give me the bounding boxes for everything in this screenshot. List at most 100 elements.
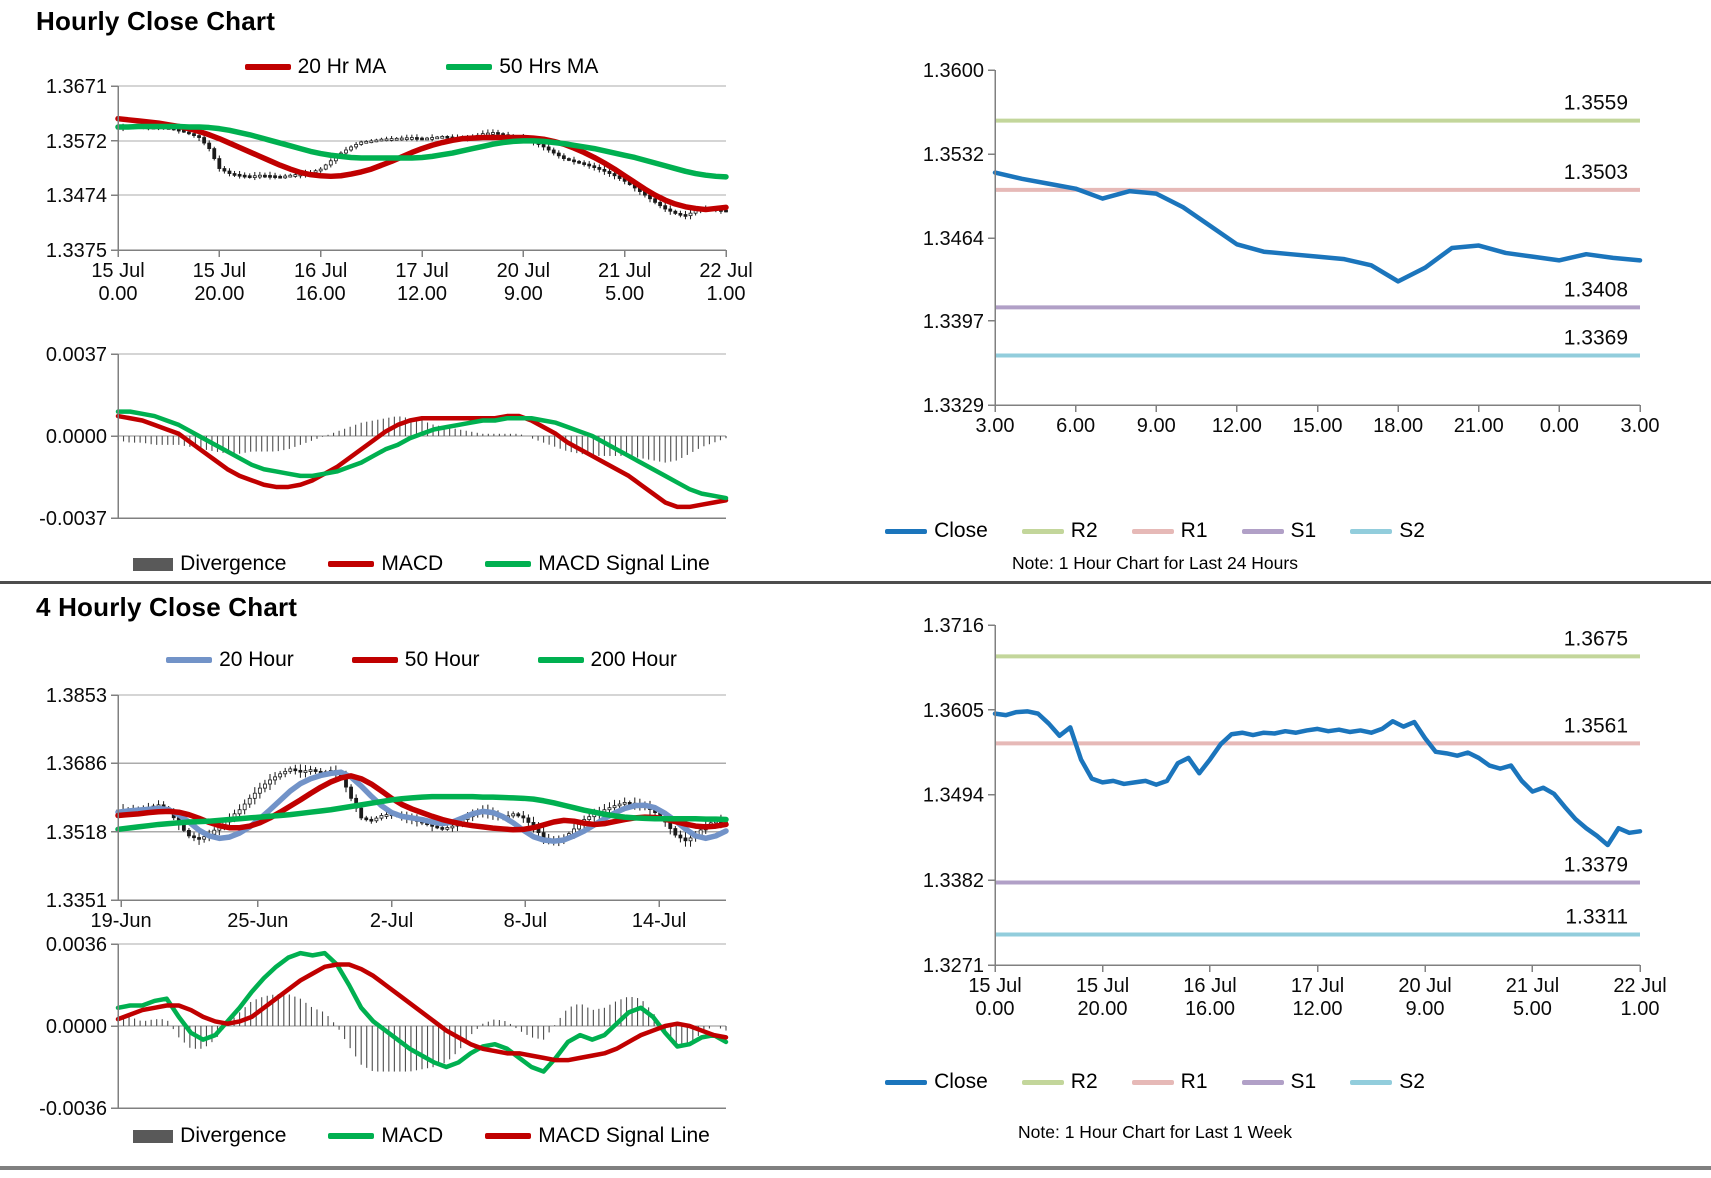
- legend-label: 50 Hour: [404, 648, 480, 671]
- svg-text:8-Jul: 8-Jul: [504, 910, 547, 932]
- svg-text:1.3675: 1.3675: [1564, 627, 1628, 650]
- hourly-macd-legend: Divergence MACD MACD Signal Line: [118, 552, 725, 576]
- line-swatch-r1: [1131, 1079, 1174, 1085]
- weekly-sr-chart: 1.3675 1.3561 1.3379 1.3311 1.3716 1.3605 1.34…: [923, 615, 1667, 1020]
- svg-text:1.3716: 1.3716: [923, 615, 984, 637]
- svg-text:1.3329: 1.3329: [923, 395, 984, 417]
- svg-text:1.3559: 1.3559: [1564, 92, 1628, 115]
- legend-item-macd-signal: MACD Signal Line: [485, 1124, 710, 1148]
- svg-text:1.3518: 1.3518: [46, 822, 107, 844]
- svg-text:17 Jul: 17 Jul: [395, 260, 448, 282]
- svg-text:2-Jul: 2-Jul: [370, 910, 413, 932]
- legend-label: S2: [1399, 519, 1425, 542]
- svg-text:0.00: 0.00: [1540, 415, 1579, 437]
- line-swatch-green: [537, 657, 584, 663]
- hourly-price-legend: 20 Hr MA 50 Hrs MA: [118, 55, 725, 79]
- line-swatch-red: [351, 657, 398, 663]
- svg-text:0.0000: 0.0000: [46, 426, 107, 448]
- svg-text:1.00: 1.00: [1621, 998, 1660, 1020]
- fourhourly-macd-legend: Divergence MACD MACD Signal Line: [118, 1124, 725, 1148]
- legend-item-s1: S1: [1241, 519, 1316, 543]
- legend-label: S1: [1290, 1070, 1317, 1093]
- legend-item-50hrs-ma: 50 Hrs MA: [446, 55, 598, 79]
- svg-text:20 Jul: 20 Jul: [497, 260, 550, 282]
- line-swatch-s1: [1241, 1079, 1284, 1085]
- legend-item-macd: MACD: [328, 1124, 443, 1148]
- legend-label: 200 Hour: [590, 648, 677, 671]
- line-swatch-green: [485, 561, 532, 567]
- svg-text:1.3532: 1.3532: [923, 144, 984, 166]
- section-divider: [0, 581, 1711, 584]
- fourhourly-price-legend: 20 Hour 50 Hour 200 Hour: [118, 648, 725, 672]
- svg-text:1.3408: 1.3408: [1564, 278, 1628, 301]
- svg-text:18.00: 18.00: [1373, 415, 1423, 437]
- legend-item-20hour: 20 Hour: [166, 648, 294, 672]
- section-title-hourly: Hourly Close Chart: [36, 6, 276, 36]
- svg-text:12.00: 12.00: [1212, 415, 1262, 437]
- svg-text:9.00: 9.00: [1406, 998, 1445, 1020]
- legend-label: MACD Signal Line: [538, 1124, 710, 1147]
- svg-text:9.00: 9.00: [504, 283, 543, 305]
- svg-text:20.00: 20.00: [1077, 998, 1127, 1020]
- line-swatch-s2: [1350, 528, 1393, 534]
- legend-item-s1: S1: [1241, 1070, 1317, 1094]
- svg-text:1.3397: 1.3397: [923, 311, 984, 333]
- line-swatch-red: [328, 561, 375, 567]
- svg-text:3.00: 3.00: [1621, 415, 1660, 437]
- legend-label: 20 Hour: [219, 648, 294, 671]
- svg-text:0.0000: 0.0000: [46, 1016, 107, 1038]
- svg-text:16 Jul: 16 Jul: [294, 260, 347, 282]
- svg-text:15 Jul: 15 Jul: [968, 975, 1021, 997]
- svg-text:15 Jul: 15 Jul: [91, 260, 144, 282]
- weekly-sr-legend: Close R2 R1 S1 S2: [870, 1070, 1440, 1094]
- svg-text:1.3503: 1.3503: [1564, 161, 1628, 184]
- legend-label: R1: [1180, 1070, 1208, 1093]
- svg-text:1.3375: 1.3375: [46, 240, 107, 262]
- svg-text:22 Jul: 22 Jul: [1613, 975, 1666, 997]
- line-swatch-blue: [166, 657, 213, 663]
- svg-text:3.00: 3.00: [976, 415, 1015, 437]
- legend-item-r1: R1: [1131, 1070, 1208, 1094]
- legend-label: S2: [1399, 1070, 1425, 1093]
- hourly-sr-legend: Close R2 R1 S1 S2: [870, 519, 1440, 543]
- legend-label: Divergence: [180, 552, 287, 575]
- line-swatch-red: [485, 1133, 532, 1139]
- legend-item-200hour: 200 Hour: [537, 648, 677, 672]
- legend-label: MACD: [381, 1124, 444, 1147]
- svg-text:16 Jul: 16 Jul: [1183, 975, 1236, 997]
- svg-text:19-Jun: 19-Jun: [90, 910, 151, 932]
- legend-item-divergence: Divergence: [133, 1124, 286, 1148]
- svg-text:-0.0036: -0.0036: [39, 1098, 107, 1120]
- svg-text:0.0036: 0.0036: [46, 934, 107, 956]
- line-swatch-s2: [1350, 1079, 1393, 1085]
- bar-swatch-gray: [133, 557, 174, 571]
- legend-label: Close: [934, 1070, 988, 1093]
- svg-text:22 Jul: 22 Jul: [699, 260, 752, 282]
- line-swatch-red: [244, 64, 291, 70]
- svg-text:5.00: 5.00: [1513, 998, 1552, 1020]
- legend-item-50hour: 50 Hour: [351, 648, 480, 672]
- section-title-4hourly: 4 Hourly Close Chart: [36, 592, 298, 622]
- svg-text:15 Jul: 15 Jul: [193, 260, 246, 282]
- hourly-sr-chart: 1.3559 1.3503 1.3408 1.3369 1.3600 1.3532 1.34…: [923, 60, 1660, 437]
- fourhourly-macd-chart: 0.0036 0.0000 -0.0036: [39, 934, 729, 1120]
- svg-text:12.00: 12.00: [397, 283, 447, 305]
- legend-label: R2: [1070, 1070, 1098, 1093]
- legend-item-r2: R2: [1021, 519, 1098, 543]
- svg-text:21 Jul: 21 Jul: [1506, 975, 1559, 997]
- svg-text:1.3464: 1.3464: [923, 228, 984, 250]
- svg-text:17 Jul: 17 Jul: [1291, 975, 1344, 997]
- bar-swatch-gray: [133, 1129, 174, 1143]
- legend-label: 20 Hr MA: [297, 55, 387, 78]
- legend-item-close: Close: [885, 519, 988, 543]
- svg-text:20.00: 20.00: [194, 283, 244, 305]
- svg-text:15 Jul: 15 Jul: [1076, 975, 1129, 997]
- svg-text:21 Jul: 21 Jul: [598, 260, 651, 282]
- svg-text:1.3382: 1.3382: [923, 870, 984, 892]
- legend-item-divergence: Divergence: [133, 552, 286, 576]
- legend-label: R2: [1070, 519, 1098, 542]
- svg-text:12.00: 12.00: [1292, 998, 1342, 1020]
- svg-text:1.3561: 1.3561: [1564, 714, 1628, 737]
- svg-text:0.00: 0.00: [976, 998, 1015, 1020]
